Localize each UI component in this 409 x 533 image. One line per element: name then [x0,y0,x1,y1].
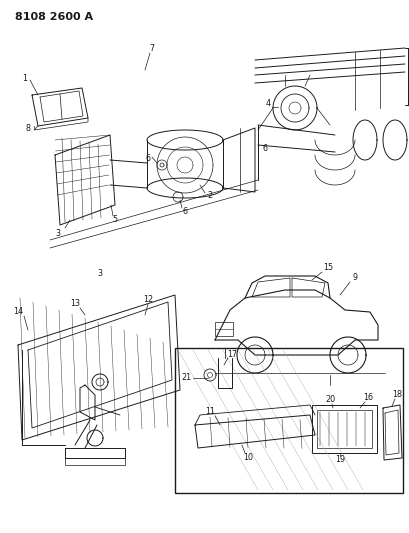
Text: 9: 9 [352,273,357,282]
Text: 17: 17 [227,351,236,359]
Text: 3: 3 [55,229,61,238]
Text: 19: 19 [334,456,344,464]
Text: 12: 12 [143,295,153,304]
Text: 13: 13 [70,300,80,309]
Bar [316,410,371,448]
Text: 1: 1 [22,74,27,83]
Text: 6: 6 [145,154,150,163]
Text: 6: 6 [182,207,187,216]
Text: 21: 21 [180,374,191,383]
Bar [214,322,232,336]
Text: 4: 4 [265,99,270,108]
Bar [175,348,402,493]
Text: 15: 15 [322,263,332,272]
Text: 6: 6 [262,143,267,152]
Text: 8108 2600 A: 8108 2600 A [15,12,93,22]
Text: 8: 8 [25,124,30,133]
Text: 20: 20 [324,395,334,405]
Text: 18: 18 [391,391,401,400]
Text: 16: 16 [362,393,372,402]
Text: 5: 5 [112,215,117,224]
Text: 10: 10 [243,454,252,463]
Text: 11: 11 [204,408,214,416]
Text: 14: 14 [13,308,23,317]
Text: 7: 7 [149,44,154,52]
Text: 3: 3 [97,269,102,278]
Text: 2: 2 [207,190,212,199]
Bar [311,405,376,453]
